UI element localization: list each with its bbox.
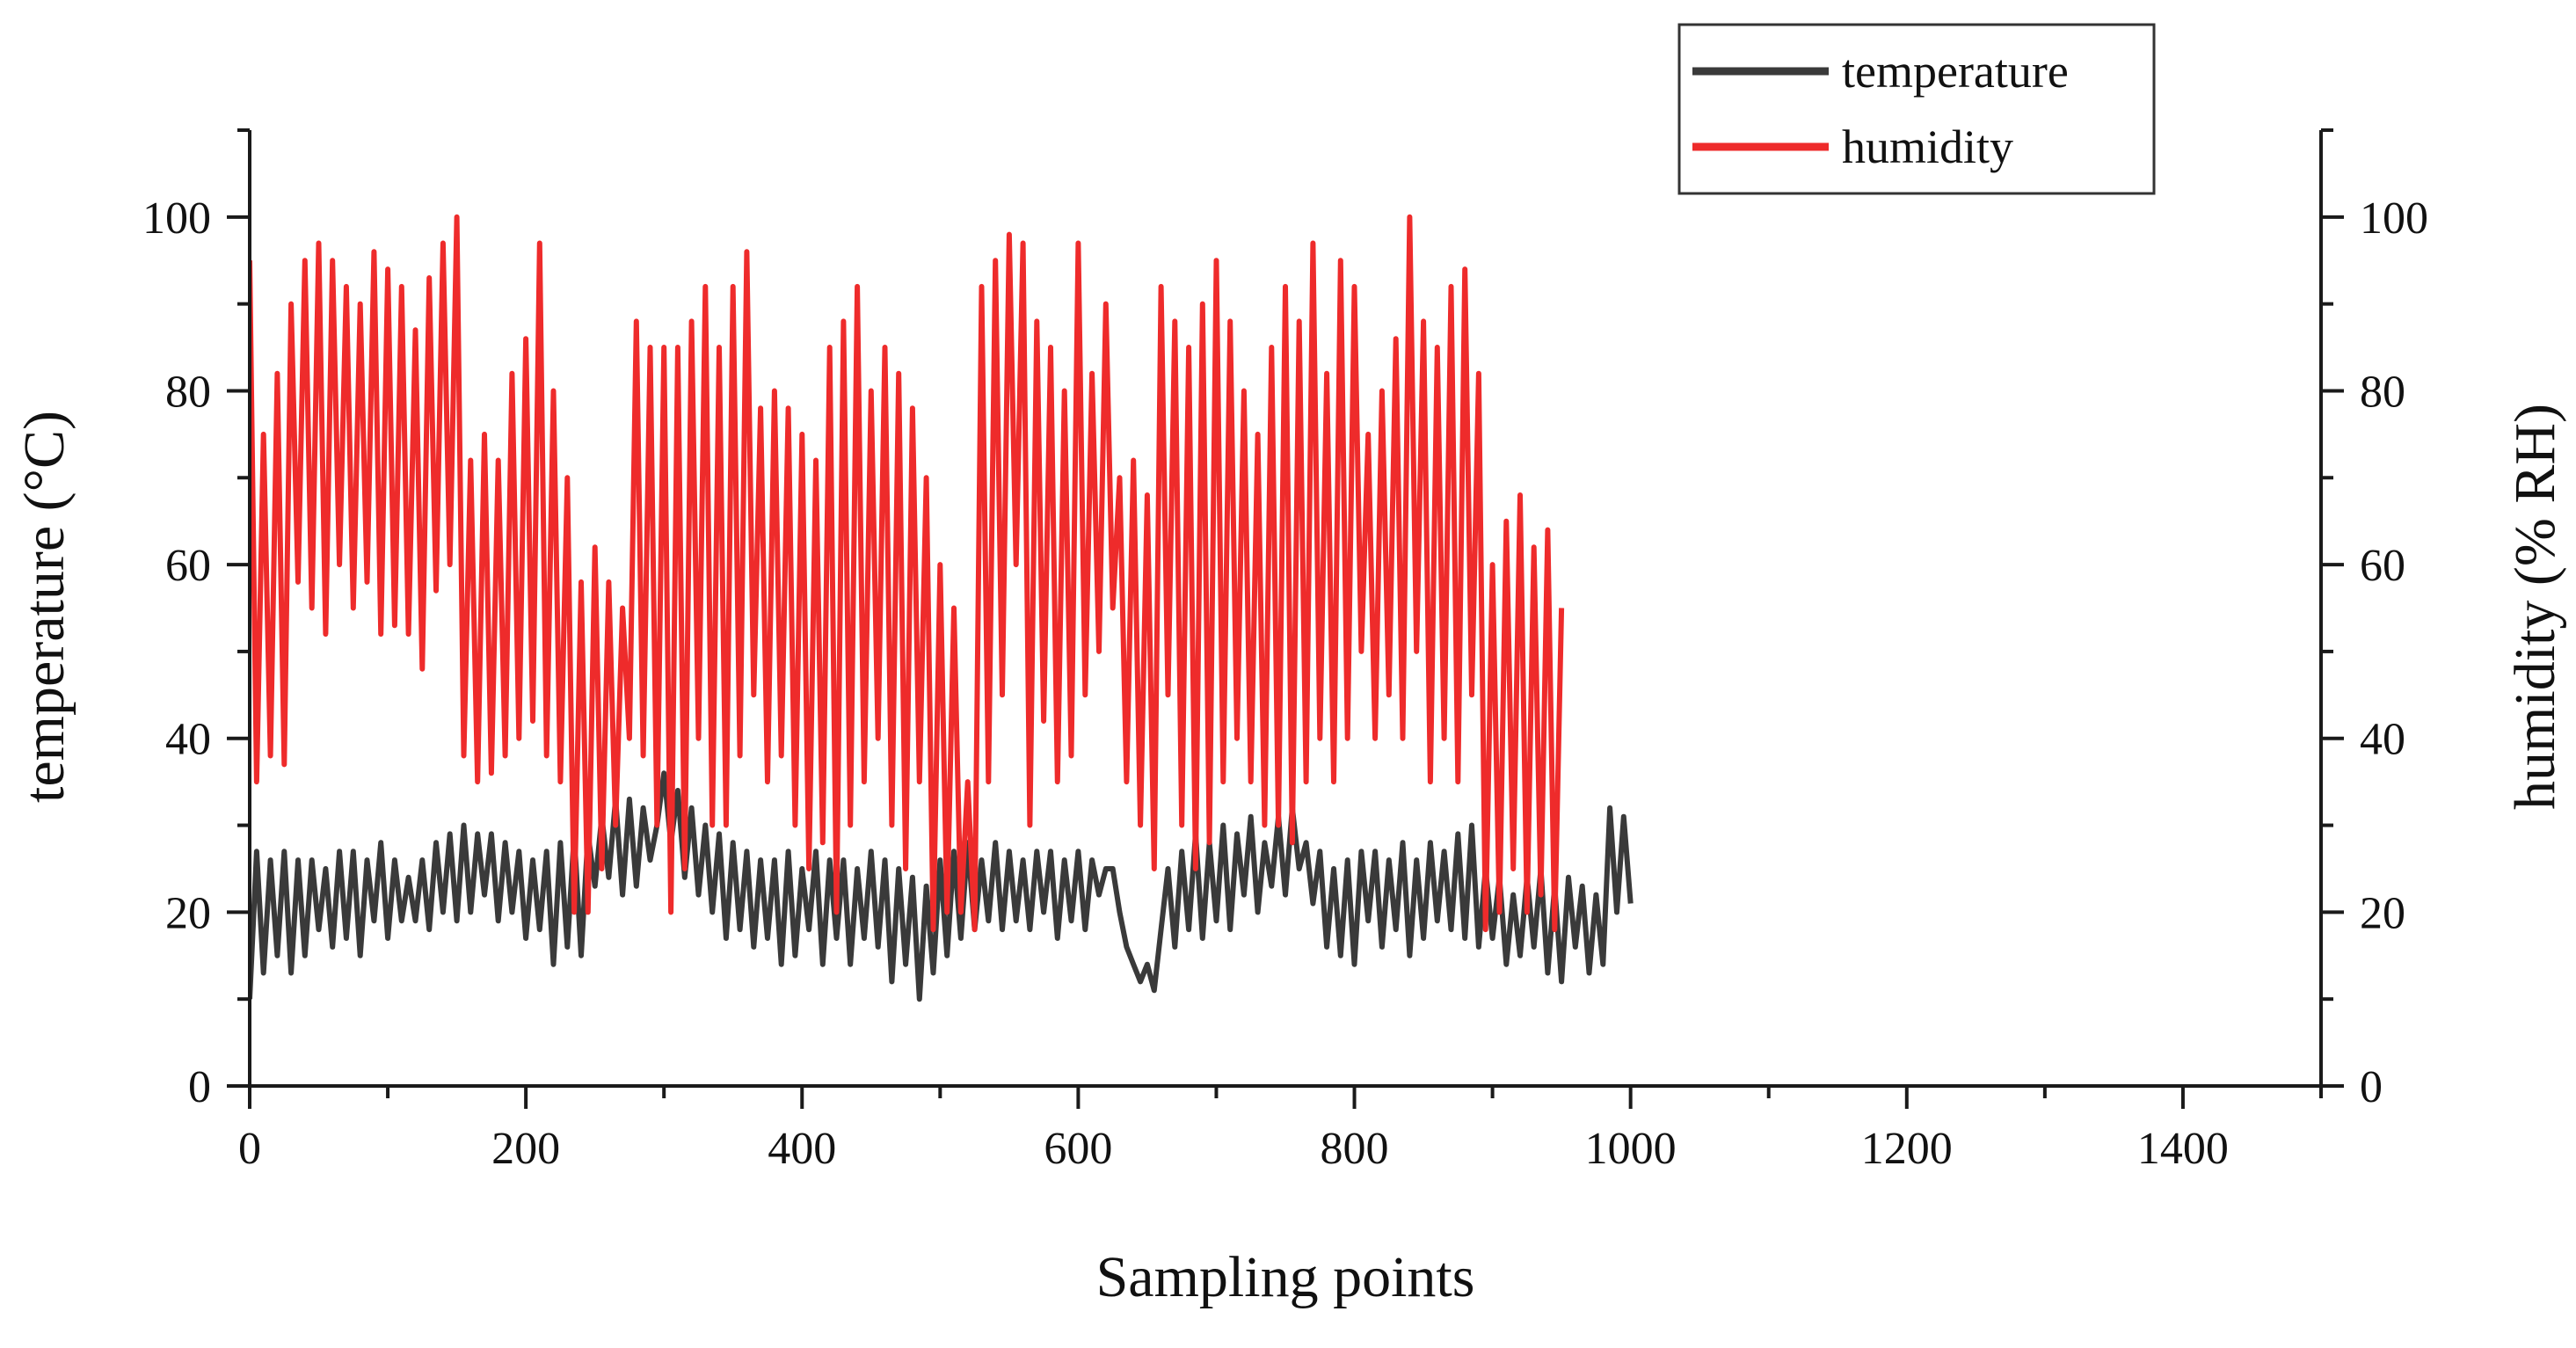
y-left-axis-title: temperature (°C) — [12, 411, 76, 803]
x-tick-label: 1400 — [2137, 1124, 2229, 1174]
y-right-tick-label: 100 — [2360, 193, 2428, 244]
y-right-tick-label: 20 — [2360, 888, 2405, 938]
x-tick-label: 800 — [1321, 1124, 1389, 1174]
y-right-tick-label: 0 — [2360, 1062, 2383, 1112]
y-left-ticks: 0 20 40 60 80 100 — [142, 128, 250, 1112]
x-axis-title: Sampling points — [1096, 1245, 1475, 1309]
series-layer — [250, 214, 1634, 1002]
y-left-tick-label: 20 — [165, 888, 211, 938]
legend-box — [1677, 23, 2156, 195]
y-right-ticks: 0 20 40 60 80 100 — [2321, 128, 2428, 1112]
temperature-series-line — [250, 770, 1634, 1002]
x-tick-label: 1200 — [1861, 1124, 1953, 1174]
legend-temperature-label: temperature — [1842, 45, 2069, 98]
x-tick-label: 200 — [491, 1124, 560, 1174]
y-right-tick-label: 60 — [2360, 541, 2405, 591]
x-tick-label: 1000 — [1585, 1124, 1677, 1174]
y-left-tick-label: 40 — [165, 715, 211, 765]
y-right-axis-title: humidity (% RH) — [2503, 404, 2567, 810]
y-right-tick-label: 80 — [2360, 367, 2405, 417]
y-left-tick-label: 100 — [142, 193, 211, 244]
y-left-tick-label: 0 — [188, 1062, 211, 1112]
x-tick-label: 0 — [238, 1124, 261, 1174]
legend-humidity-label: humidity — [1842, 120, 2013, 173]
y-left-tick-label: 80 — [165, 367, 211, 417]
x-ticks: 0 200 400 600 800 1000 1200 1400 — [238, 1086, 2323, 1174]
x-tick-label: 400 — [768, 1124, 836, 1174]
x-tick-label: 600 — [1044, 1124, 1112, 1174]
humidity-series-line — [250, 214, 1565, 933]
plot-area — [250, 214, 1634, 1002]
legend: temperature humidity — [1677, 23, 2156, 195]
y-left-tick-label: 60 — [165, 541, 211, 591]
y-right-tick-label: 40 — [2360, 715, 2405, 765]
